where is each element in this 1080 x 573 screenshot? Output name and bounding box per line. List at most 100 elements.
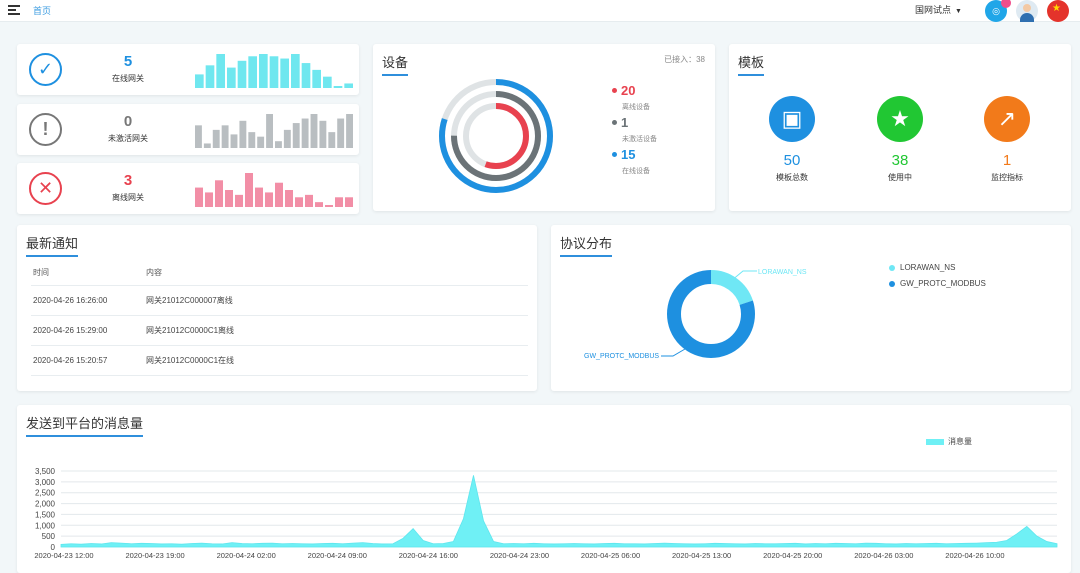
template-in-use-value: 38 <box>891 152 909 169</box>
legend-modbus[interactable]: GW_PROTC_MODBUS <box>889 279 986 288</box>
message-volume-title: 发送到平台的消息量 <box>26 413 144 437</box>
x-tick-label: 2020-04-24 23:00 <box>490 551 549 560</box>
notification-badge <box>1001 0 1011 8</box>
spark-bar <box>323 76 332 88</box>
message-volume-chart: 3,5003,0002,5002,0001,5001,00050002020-0… <box>34 467 1058 560</box>
offline-gateway-sparkline <box>195 173 353 207</box>
node-select[interactable]: 国网试点 ▼ <box>915 3 962 16</box>
top-bar: 首页 国网试点 ▼ ◎ ★ <box>0 0 1080 22</box>
device-card: 设备 已接入：38 20 离线设备 1 未激活设备 15 在线设备 <box>373 44 715 211</box>
spark-bar <box>275 141 282 148</box>
protocol-card: 协议分布 LORAWAN_NS GW_PROTC_MODBUS LORAWAN_N… <box>551 225 1071 391</box>
notice-content: 网关21012C0000C1在线 <box>146 345 528 376</box>
inactive-gateway-label: 未激活网关 <box>108 134 148 143</box>
table-row[interactable]: 2020-04-26 15:20:57 网关21012C0000C1在线 <box>31 345 528 376</box>
x-tick-label: 2020-04-23 19:00 <box>125 551 184 560</box>
spark-bar <box>257 136 265 148</box>
table-header: 时间 内容 <box>31 261 528 286</box>
notice-table: 时间 内容 2020-04-26 16:26:00 网关21012C000007… <box>31 261 528 376</box>
spark-bar <box>325 205 333 207</box>
spark-bar <box>269 56 279 88</box>
spark-bar <box>346 114 353 148</box>
breadcrumb-home[interactable]: 首页 <box>33 6 52 16</box>
protocol-title: 协议分布 <box>560 233 613 257</box>
spark-bar <box>248 132 256 148</box>
offline-gateway-label: 离线网关 <box>112 193 144 202</box>
template-in-use[interactable]: ★ 38 使用中 <box>865 96 935 183</box>
y-tick-label: 3,000 <box>35 478 56 487</box>
table-row[interactable]: 2020-04-26 15:29:00 网关21012C0000C1离线 <box>31 315 528 346</box>
table-row[interactable]: 2020-04-26 16:26:00 网关21012C000007离线 <box>31 285 528 316</box>
grid-app-icon[interactable]: ◎ <box>985 0 1011 22</box>
x-tick-label: 2020-04-26 03:00 <box>854 551 913 560</box>
x-tick-label: 2020-04-23 12:00 <box>34 551 93 560</box>
spark-bar <box>239 120 247 148</box>
online-gateway-card[interactable]: ✓ 5 在线网关 <box>17 44 359 95</box>
column-header-time: 时间 <box>31 261 146 286</box>
spark-bar <box>337 118 345 148</box>
column-header-content: 内容 <box>146 261 528 286</box>
template-title: 模板 <box>738 52 765 76</box>
spark-bar <box>275 182 283 207</box>
x-tick-label: 2020-04-25 20:00 <box>763 551 822 560</box>
online-gateway-sparkline <box>195 54 353 88</box>
user-avatar[interactable] <box>1016 0 1038 22</box>
spark-bar <box>301 118 309 148</box>
spark-bar <box>315 202 323 207</box>
x-tick-label: 2020-04-24 16:00 <box>399 551 458 560</box>
spark-bar <box>212 129 220 148</box>
check-circle-icon: ✓ <box>29 53 62 86</box>
x-tick-label: 2020-04-25 13:00 <box>672 551 731 560</box>
notice-content: 网关21012C0000C1离线 <box>146 315 528 346</box>
legend-lorawan[interactable]: LORAWAN_NS <box>889 263 955 272</box>
spark-bar <box>280 58 289 88</box>
spark-bar <box>248 56 257 88</box>
spark-bar <box>291 54 300 88</box>
spark-bar <box>245 173 253 207</box>
spark-bar <box>230 134 238 148</box>
notice-time: 2020-04-26 15:29:00 <box>31 315 146 346</box>
x-tick-label: 2020-04-26 10:00 <box>945 551 1004 560</box>
device-ring-inactive <box>451 91 541 181</box>
spark-bar <box>216 54 225 88</box>
spark-bar <box>292 123 300 148</box>
offline-gateway-card[interactable]: ✕ 3 离线网关 <box>17 163 359 214</box>
notice-content: 网关21012C000007离线 <box>146 285 528 316</box>
y-tick-label: 500 <box>42 532 56 541</box>
spark-bar <box>301 63 311 88</box>
spark-bar <box>283 129 291 148</box>
spark-bar <box>295 197 303 207</box>
spark-bar <box>312 69 321 88</box>
message-volume-legend[interactable]: 消息量 <box>926 436 972 447</box>
spark-bar <box>266 114 273 148</box>
y-tick-label: 2,500 <box>35 489 56 498</box>
template-metrics-value: 1 <box>1002 152 1012 169</box>
x-tick-label: 2020-04-24 09:00 <box>308 551 367 560</box>
device-title: 设备 <box>382 52 409 76</box>
message-volume-area <box>60 475 1058 548</box>
spark-bar <box>205 192 213 207</box>
offline-gateway-count: 3 <box>123 172 133 189</box>
star-icon: ★ <box>877 96 923 142</box>
spark-bar <box>319 120 327 148</box>
template-total[interactable]: ▣ 50 模板总数 <box>757 96 827 183</box>
x-tick-label: 2020-04-25 06:00 <box>581 551 640 560</box>
template-metrics[interactable]: ↗ 1 监控指标 <box>972 96 1042 183</box>
spark-bar <box>227 67 236 88</box>
trend-chart-icon: ↗ <box>984 96 1030 142</box>
spark-bar <box>237 60 247 88</box>
device-connected-count: 已接入：38 <box>664 55 705 64</box>
x-tick-label: 2020-04-24 02:00 <box>217 551 276 560</box>
china-flag-icon[interactable]: ★ <box>1047 0 1069 22</box>
message-volume-card: 发送到平台的消息量 消息量 3,500 3,000 2,500 2,000 1,500 1… <box>17 405 1071 573</box>
menu-toggle-icon[interactable] <box>8 5 20 15</box>
x-circle-icon: ✕ <box>29 172 62 205</box>
notice-card: 最新通知 时间 内容 2020-04-26 16:26:00 网关21012C0… <box>17 225 537 391</box>
protocol-slice-1[interactable] <box>667 270 755 358</box>
template-metrics-label: 监控指标 <box>991 173 1023 182</box>
y-tick-label: 2,000 <box>35 500 56 509</box>
protocol-donut-chart: LORAWAN_NS GW_PROTC_MODBUS <box>584 269 807 360</box>
online-gateway-label: 在线网关 <box>112 74 144 83</box>
device-ring-online <box>439 79 553 193</box>
inactive-gateway-card[interactable]: ! 0 未激活网关 <box>17 104 359 155</box>
